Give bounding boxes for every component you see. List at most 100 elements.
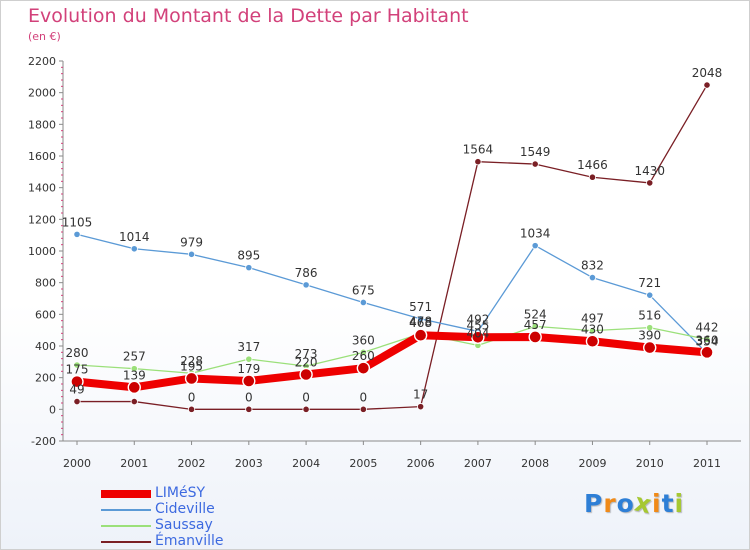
data-label: 832 <box>581 259 604 273</box>
data-point <box>73 230 81 238</box>
data-label: 354 <box>696 334 719 348</box>
data-point <box>588 173 597 181</box>
data-point <box>646 179 654 187</box>
data-label: 1034 <box>520 227 551 241</box>
data-label: 675 <box>352 283 375 297</box>
data-point <box>127 380 141 395</box>
data-label: 492 <box>466 312 489 326</box>
y-tick-label: 400 <box>35 340 56 353</box>
x-tick-label: 2003 <box>235 457 263 470</box>
y-tick-label: 2000 <box>28 87 56 100</box>
proxiti-logo: Proxiti <box>584 488 685 520</box>
data-label: 571 <box>409 300 432 314</box>
data-point <box>417 315 425 323</box>
series-layer <box>70 81 714 413</box>
data-point <box>585 334 600 348</box>
y-tick-label: 1800 <box>28 118 56 131</box>
legend-label: Saussay <box>155 517 213 533</box>
data-label: 390 <box>638 329 661 343</box>
data-point <box>130 245 138 253</box>
line-chart: -200020040060080010001200140016001800200… <box>28 55 741 470</box>
series-line-saussay <box>76 325 708 374</box>
data-label: 895 <box>237 249 260 263</box>
y-tick-label: 600 <box>35 308 56 321</box>
data-label: 360 <box>352 333 375 347</box>
data-point <box>531 322 539 330</box>
data-label: 497 <box>581 312 604 326</box>
data-point <box>187 250 196 258</box>
data-point <box>245 264 253 272</box>
data-point <box>302 281 310 289</box>
data-label: 1430 <box>634 164 665 178</box>
logo-letter: t <box>661 489 675 518</box>
data-label: 516 <box>638 309 661 323</box>
data-label: 404 <box>466 326 489 340</box>
data-label: 0 <box>245 390 253 404</box>
y-tick-label: 0 <box>49 403 56 416</box>
legend-label: Émanville <box>155 533 224 549</box>
x-tick-label: 2005 <box>349 457 377 470</box>
y-tick-label: 1400 <box>28 182 56 195</box>
y-tick-label: 200 <box>35 372 56 385</box>
data-point <box>302 405 310 413</box>
data-label: 455 <box>466 318 489 332</box>
data-point <box>245 355 253 363</box>
y-axis-unit: (en €) <box>28 30 61 43</box>
legend-swatch <box>101 525 151 527</box>
data-point <box>130 365 138 373</box>
data-label: 0 <box>188 390 196 404</box>
data-point <box>417 403 425 411</box>
data-point <box>299 367 313 382</box>
legend-swatch <box>101 541 151 543</box>
x-tick-label: 2002 <box>178 457 206 470</box>
logo-letter: i <box>674 489 685 518</box>
data-label: 360 <box>696 333 719 347</box>
data-point <box>359 405 367 413</box>
data-point <box>588 273 597 282</box>
data-label: 317 <box>237 340 260 354</box>
axes: -200020040060080010001200140016001800200… <box>28 55 741 470</box>
logo-letter: P <box>584 489 604 518</box>
data-label: 220 <box>295 356 318 370</box>
data-point <box>187 405 196 413</box>
y-tick-label: 1000 <box>28 245 56 258</box>
x-tick-label: 2011 <box>693 457 721 470</box>
data-label: 260 <box>352 349 375 363</box>
data-point <box>531 160 539 168</box>
x-tick-label: 2007 <box>464 457 492 470</box>
data-label: 139 <box>123 368 146 382</box>
logo-letter: r <box>603 489 617 518</box>
x-tick-label: 2008 <box>521 457 549 470</box>
data-point <box>646 291 654 299</box>
data-point <box>184 371 199 386</box>
data-label: 1466 <box>577 158 608 172</box>
data-label: 1564 <box>463 143 494 157</box>
series-cideville <box>73 230 711 357</box>
data-labels: 49 0 0 0 0 17 1564 1549 1466 1430 2048 1105 1014 979 8… <box>62 66 723 404</box>
data-label: 17 <box>413 388 428 402</box>
legend-swatch <box>101 490 151 498</box>
data-label: 430 <box>581 322 604 336</box>
data-point <box>70 374 84 389</box>
data-point <box>531 242 539 250</box>
data-point <box>73 361 81 369</box>
data-label: 0 <box>302 390 310 404</box>
data-label: 0 <box>360 390 368 404</box>
x-tick-label: 2001 <box>120 457 148 470</box>
data-point <box>471 330 485 344</box>
data-label: 257 <box>123 350 146 364</box>
data-label: 524 <box>524 307 547 321</box>
data-point <box>528 330 542 344</box>
data-label: 1105 <box>62 215 93 229</box>
data-label: 786 <box>295 266 318 280</box>
legend-label: LIMéSY <box>155 485 206 501</box>
logo-letter: i <box>652 489 662 518</box>
data-label: 457 <box>524 318 547 332</box>
data-point <box>646 324 654 332</box>
data-point <box>588 327 597 335</box>
x-tick-label: 2010 <box>636 457 664 470</box>
data-label: 468 <box>409 316 432 330</box>
data-label: 478 <box>409 315 432 329</box>
data-point <box>703 81 711 89</box>
logo-letter: o <box>616 489 635 518</box>
